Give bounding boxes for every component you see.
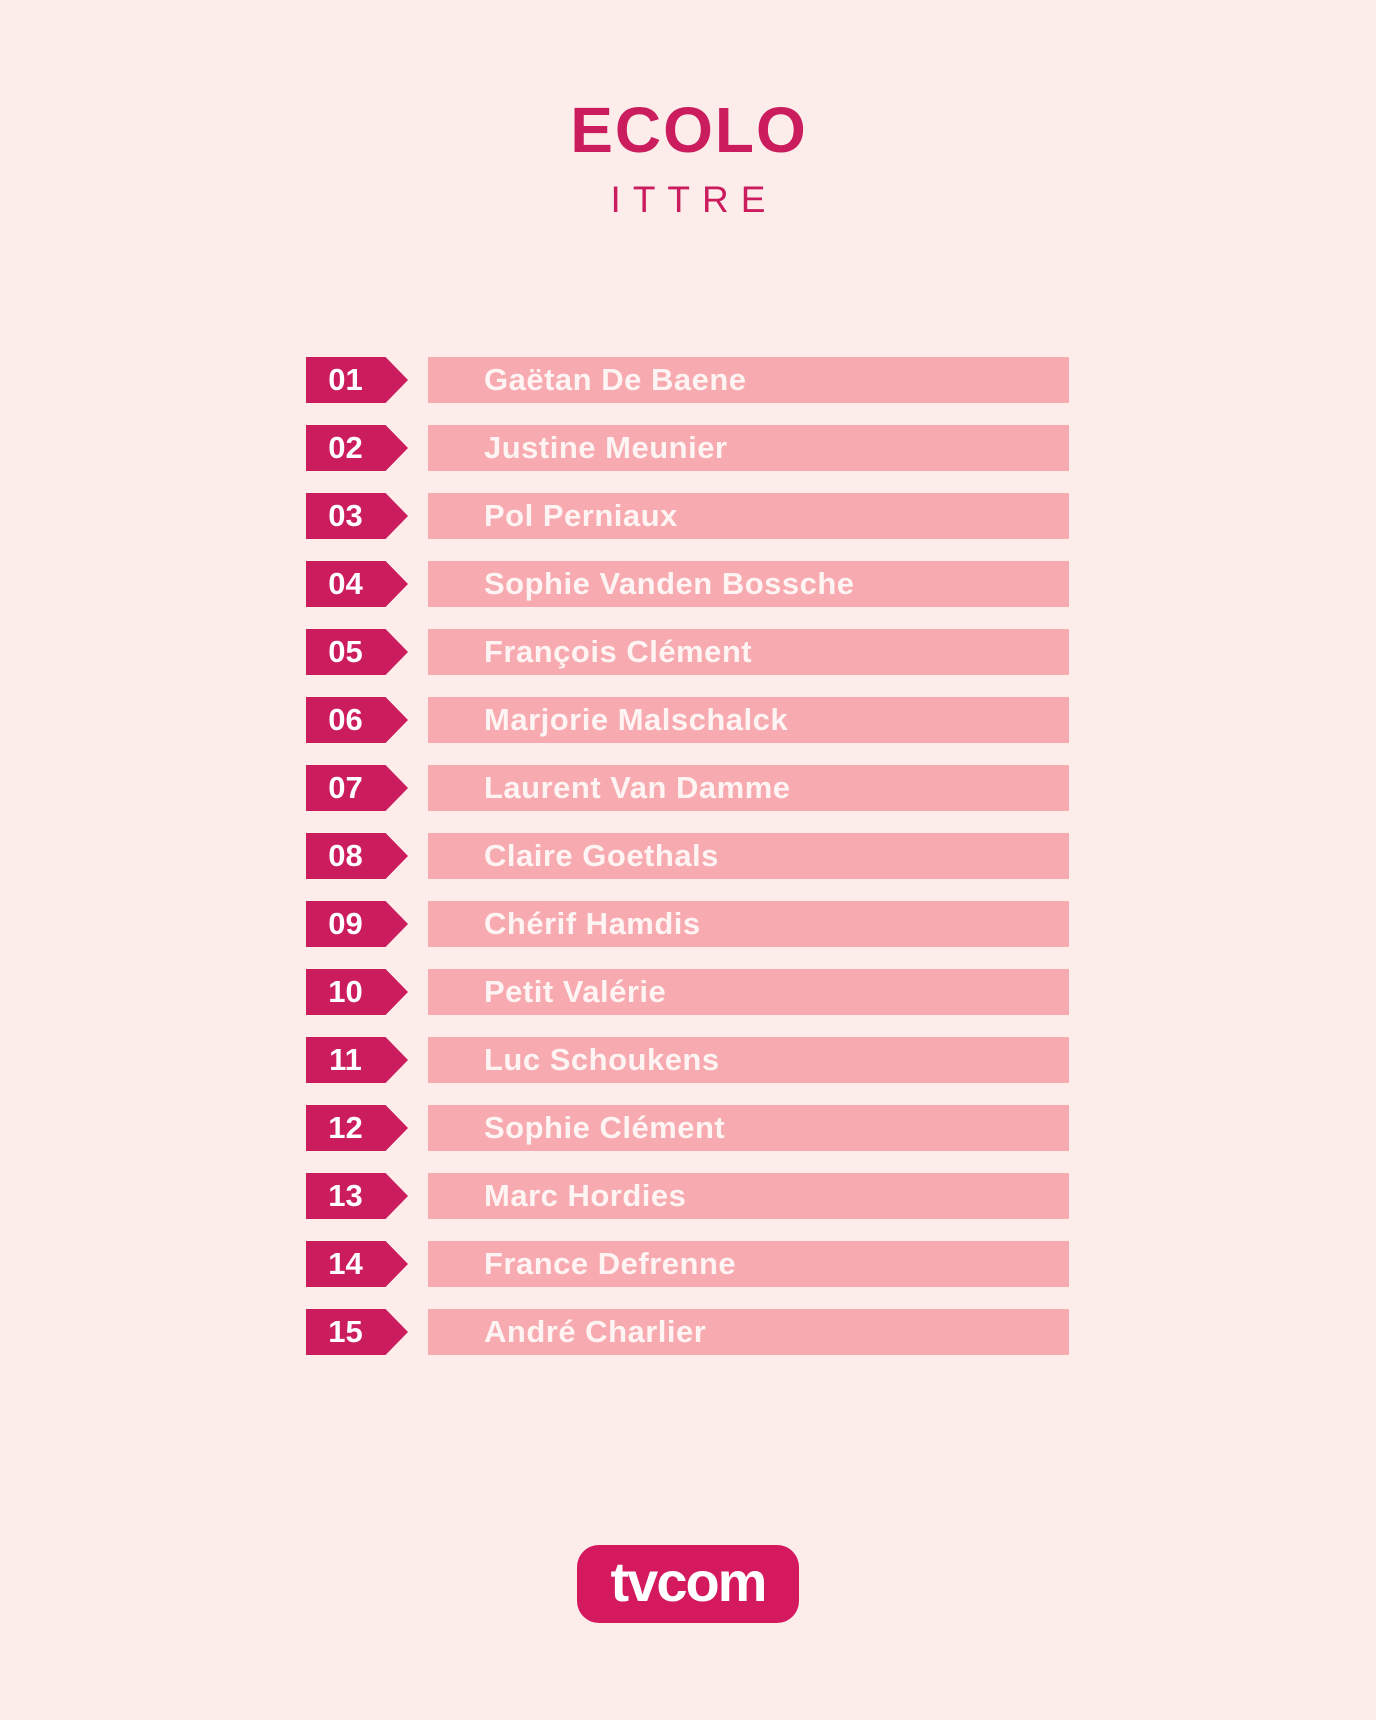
rank-badge: 15 [306,1309,408,1355]
candidate-name: François Clément [484,634,753,669]
rank-number: 12 [328,1110,363,1145]
candidate-list: 01 Gaëtan De Baene 02 Justine Meunier 03… [306,357,1069,1355]
rank-number: 11 [329,1042,362,1077]
candidate-bar: Justine Meunier [428,425,1069,471]
rank-number: 07 [328,770,363,805]
rank-badge: 03 [306,493,408,539]
list-item: 08 Claire Goethals [306,833,1069,879]
party-title: ECOLO [570,94,808,166]
candidate-name: Chérif Hamdis [484,906,701,941]
candidate-bar: Marjorie Malschalck [428,697,1069,743]
rank-number: 10 [328,974,363,1009]
candidate-bar: France Defrenne [428,1241,1069,1287]
list-item: 09 Chérif Hamdis [306,901,1069,947]
list-item: 11 Luc Schoukens [306,1037,1069,1083]
list-item: 14 France Defrenne [306,1241,1069,1287]
tvcom-logo-text: tvcom [610,1550,768,1613]
list-item: 02 Justine Meunier [306,425,1069,471]
municipality-subtitle: ITTRE [610,179,778,220]
candidate-name: Marc Hordies [484,1178,687,1213]
candidate-name: André Charlier [484,1314,707,1349]
rank-number: 09 [328,906,363,941]
candidate-bar: Gaëtan De Baene [428,357,1069,403]
rank-number: 08 [328,838,363,873]
list-item: 10 Petit Valérie [306,969,1069,1015]
rank-number: 03 [328,498,363,533]
candidate-bar: André Charlier [428,1309,1069,1355]
candidate-bar: Sophie Clément [428,1105,1069,1151]
candidate-bar: Laurent Van Damme [428,765,1069,811]
list-item: 01 Gaëtan De Baene [306,357,1069,403]
rank-number: 15 [328,1314,363,1349]
rank-number: 14 [328,1246,363,1281]
list-item: 03 Pol Perniaux [306,493,1069,539]
rank-badge: 05 [306,629,408,675]
candidate-bar: Sophie Vanden Bossche [428,561,1069,607]
candidate-bar: François Clément [428,629,1069,675]
rank-badge: 14 [306,1241,408,1287]
rank-number: 02 [328,430,363,465]
rank-badge: 07 [306,765,408,811]
candidate-name: Sophie Vanden Bossche [484,566,855,601]
rank-number: 05 [328,634,363,669]
rank-badge: 02 [306,425,408,471]
list-item: 04 Sophie Vanden Bossche [306,561,1069,607]
rank-number: 06 [328,702,363,737]
rank-number: 01 [328,362,363,397]
candidate-bar: Marc Hordies [428,1173,1069,1219]
list-item: 15 André Charlier [306,1309,1069,1355]
rank-badge: 10 [306,969,408,1015]
candidate-name: Petit Valérie [484,974,667,1009]
candidate-name: Pol Perniaux [484,498,678,533]
rank-badge: 06 [306,697,408,743]
rank-badge: 12 [306,1105,408,1151]
list-item: 07 Laurent Van Damme [306,765,1069,811]
list-item: 06 Marjorie Malschalck [306,697,1069,743]
rank-badge: 11 [306,1037,408,1083]
candidate-name: Justine Meunier [484,430,728,465]
candidate-name: Marjorie Malschalck [484,702,789,737]
rank-badge: 08 [306,833,408,879]
rank-number: 13 [328,1178,363,1213]
candidate-name: Sophie Clément [484,1110,726,1145]
list-item: 05 François Clément [306,629,1069,675]
candidate-name: Claire Goethals [484,838,719,873]
candidate-bar: Chérif Hamdis [428,901,1069,947]
rank-badge: 09 [306,901,408,947]
candidate-name: Luc Schoukens [484,1042,720,1077]
candidate-name: Laurent Van Damme [484,770,791,805]
candidate-bar: Pol Perniaux [428,493,1069,539]
list-item: 12 Sophie Clément [306,1105,1069,1151]
rank-badge: 01 [306,357,408,403]
list-item: 13 Marc Hordies [306,1173,1069,1219]
rank-number: 04 [328,566,363,601]
tvcom-logo: tvcom [577,1545,799,1623]
rank-badge: 13 [306,1173,408,1219]
candidate-bar: Petit Valérie [428,969,1069,1015]
candidate-bar: Luc Schoukens [428,1037,1069,1083]
candidate-name: Gaëtan De Baene [484,362,747,397]
candidate-name: France Defrenne [484,1246,737,1281]
candidate-bar: Claire Goethals [428,833,1069,879]
rank-badge: 04 [306,561,408,607]
